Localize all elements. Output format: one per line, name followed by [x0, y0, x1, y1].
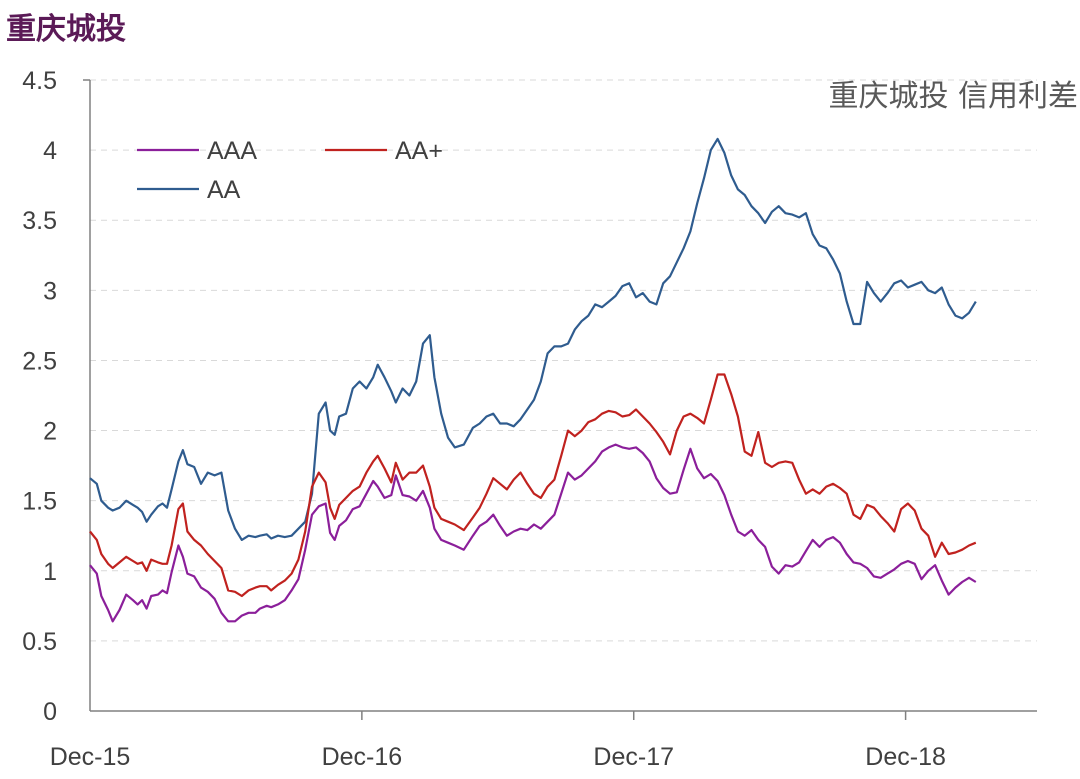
- y-tick-label: 4.5: [22, 67, 57, 95]
- y-tick-label: 0: [43, 698, 57, 726]
- y-tick-label: 0.5: [22, 628, 57, 656]
- legend-label: AA: [207, 176, 241, 204]
- series-line-aa-plus: [89, 373, 977, 598]
- y-tick-label: 1.5: [22, 488, 57, 516]
- series-lines: [89, 137, 977, 623]
- y-axis-ticks: 0 0.5 1 1.5 2 2.5 3 3.5 4 4.5: [22, 67, 57, 726]
- x-axis-ticks: Dec-15 Dec-16 Dec-17 Dec-18: [50, 711, 946, 771]
- x-tick-label: Dec-16: [322, 743, 403, 771]
- y-tick-label: 1: [43, 558, 57, 586]
- y-tick-label: 2: [43, 418, 57, 446]
- y-tick-label: 3: [43, 277, 57, 305]
- y-tick-label: 4: [43, 137, 57, 165]
- legend-label: AA+: [395, 137, 443, 165]
- series-line-aaa: [89, 443, 977, 623]
- page-heading: 重庆城投: [6, 12, 126, 47]
- y-tick-label: 3.5: [22, 207, 57, 235]
- legend-label: AAA: [207, 137, 257, 165]
- gridlines: [90, 79, 1037, 642]
- series-line-aa: [89, 137, 977, 541]
- x-tick-label: Dec-15: [50, 743, 131, 771]
- legend: AAA AA+ AA: [137, 137, 443, 204]
- axes: [83, 79, 1037, 712]
- y-tick-label: 2.5: [22, 347, 57, 375]
- x-tick-label: Dec-18: [865, 743, 946, 771]
- x-tick-label: Dec-17: [593, 743, 674, 771]
- chart-title: 重庆城投 信用利差: [828, 79, 1078, 114]
